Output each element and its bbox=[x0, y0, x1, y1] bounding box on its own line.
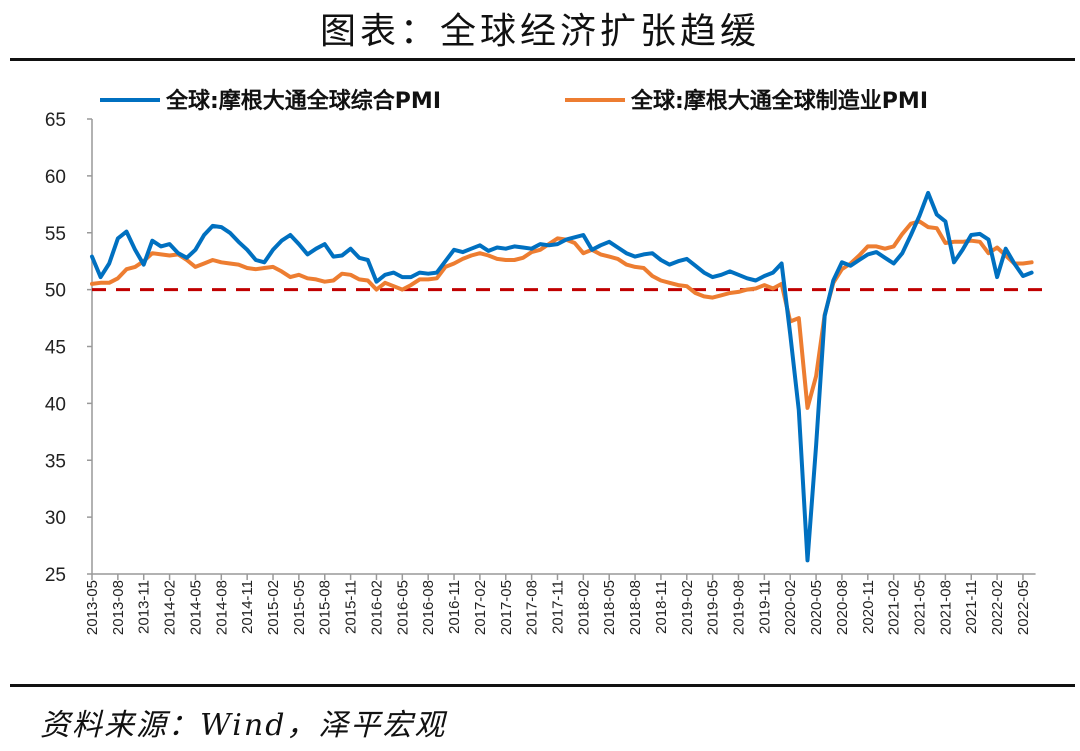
source-note: 资料来源：Wind，泽平宏观 bbox=[40, 708, 447, 743]
x-tick-label: 2019-11 bbox=[756, 580, 773, 634]
x-tick-label: 2015-02 bbox=[265, 580, 282, 635]
x-tick-label: 2015-11 bbox=[343, 580, 360, 634]
y-tick-label: 50 bbox=[45, 281, 66, 302]
x-tick-label: 2018-02 bbox=[575, 580, 592, 635]
y-tick-label: 30 bbox=[45, 508, 66, 529]
chart-title: 图表：全球经济扩张趋缓 bbox=[319, 11, 760, 52]
y-tick-label: 45 bbox=[45, 338, 66, 359]
x-tick-label: 2022-02 bbox=[989, 580, 1006, 635]
x-tick-label: 2020-08 bbox=[834, 580, 851, 635]
x-tick-label: 2021-02 bbox=[886, 580, 903, 635]
x-tick-label: 2015-08 bbox=[317, 580, 334, 635]
x-tick-label: 2021-08 bbox=[937, 580, 954, 635]
x-tick-label: 2013-11 bbox=[136, 580, 153, 634]
bottom-rule bbox=[10, 684, 1075, 687]
x-tick-label: 2020-11 bbox=[860, 580, 877, 634]
x-tick-label: 2016-11 bbox=[446, 580, 463, 634]
x-tick-label: 2013-08 bbox=[110, 580, 127, 635]
legend: 全球:摩根大通全球综合PMI 全球:摩根大通全球制造业PMI bbox=[100, 88, 928, 114]
y-tick-label: 60 bbox=[45, 167, 66, 188]
x-tick-label: 2014-05 bbox=[187, 580, 204, 635]
y-tick-label: 40 bbox=[45, 394, 66, 415]
x-tick-label: 2015-05 bbox=[291, 580, 308, 635]
x-tick-label: 2021-11 bbox=[963, 580, 980, 634]
y-tick-label: 65 bbox=[45, 110, 66, 131]
legend-label-composite: 全球:摩根大通全球综合PMI bbox=[165, 88, 441, 114]
x-tick-label: 2014-11 bbox=[239, 580, 256, 634]
y-tick-label: 55 bbox=[45, 224, 66, 245]
x-tick-label: 2018-05 bbox=[601, 580, 618, 635]
x-tick-label: 2014-08 bbox=[213, 580, 230, 635]
series-line-composite-pmi bbox=[90, 190, 1034, 563]
x-tick-label: 2016-02 bbox=[368, 580, 385, 635]
axes: 25 30 35 40 45 50 55 60 65 2013-05 2013-08 2013-11 2… bbox=[45, 110, 1036, 635]
x-tick-label: 2017-05 bbox=[498, 580, 515, 635]
x-tick-label: 2014-02 bbox=[162, 580, 179, 635]
x-tick-label: 2017-11 bbox=[549, 580, 566, 634]
x-tick-label: 2018-08 bbox=[627, 580, 644, 635]
x-tick-label: 2016-08 bbox=[420, 580, 437, 635]
x-tick-label: 2020-05 bbox=[808, 580, 825, 635]
x-tick-label: 2018-11 bbox=[653, 580, 670, 634]
x-tick-label: 2022-05 bbox=[1015, 580, 1032, 635]
y-tick-label: 35 bbox=[45, 451, 66, 472]
series-line-manufacturing-pmi bbox=[90, 219, 1034, 410]
x-tick-label: 2019-08 bbox=[731, 580, 748, 635]
x-tick-label: 2017-02 bbox=[472, 580, 489, 635]
x-tick-label: 2020-02 bbox=[782, 580, 799, 635]
x-tick-label: 2021-05 bbox=[912, 580, 929, 635]
plot-area bbox=[90, 190, 1050, 563]
x-tick-label: 2013-05 bbox=[84, 580, 101, 635]
x-tick-label: 2019-05 bbox=[705, 580, 722, 635]
x-tick-label: 2019-02 bbox=[679, 580, 696, 635]
y-tick-label: 25 bbox=[45, 565, 66, 586]
top-rule bbox=[10, 58, 1075, 61]
x-tick-label: 2017-08 bbox=[524, 580, 541, 635]
x-tick-label: 2016-05 bbox=[394, 580, 411, 635]
legend-label-manufacturing: 全球:摩根大通全球制造业PMI bbox=[630, 88, 928, 114]
